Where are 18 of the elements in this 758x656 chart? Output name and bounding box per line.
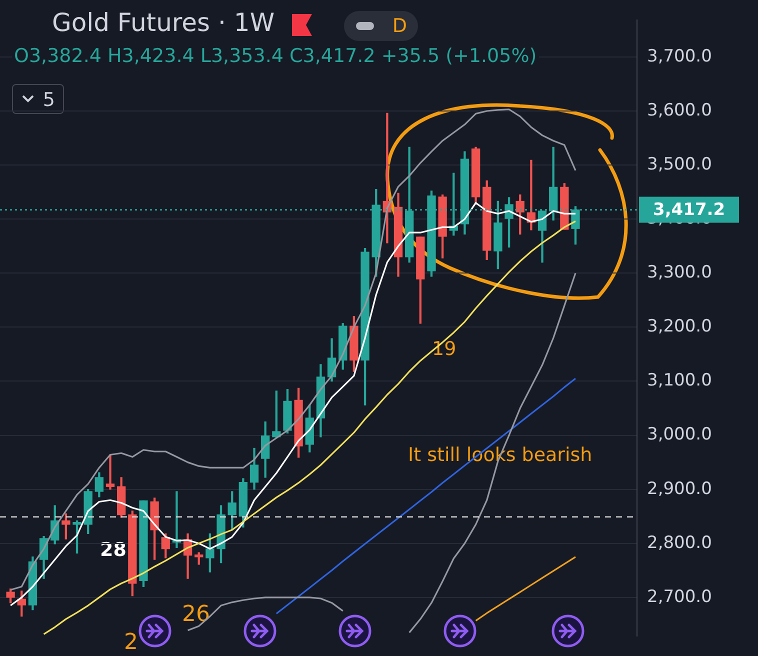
annotation: 26 [182,602,210,627]
annotation: 5 [12,84,64,114]
y-tick-label: 3,500.0 [647,154,712,174]
y-tick-label: 2,800.0 [647,532,712,553]
y-tick-label: 3,000.0 [647,424,712,445]
y-tick-label: 3,200.0 [647,316,712,337]
y-tick-label: 3,700.0 [647,46,712,66]
chart-title: Gold Futures · 1W [52,8,275,37]
ref-line-label: 3,417.2 [653,200,726,220]
y-tick-label: 3,600.0 [647,100,712,120]
annotation: 2 [124,630,138,655]
y-tick-label: 2,700.0 [647,586,712,607]
annotation: D [344,11,418,41]
y-tick-label: 2,900.0 [647,478,712,499]
annotation: 19 [432,338,456,360]
y-tick-label: 3,100.0 [647,370,712,391]
y-tick-label: 3,300.0 [647,262,712,283]
text: O3,382.4 H3,423.4 L3,353.4 C3,417.2 +35.5 (+1.05%) [12,45,539,67]
